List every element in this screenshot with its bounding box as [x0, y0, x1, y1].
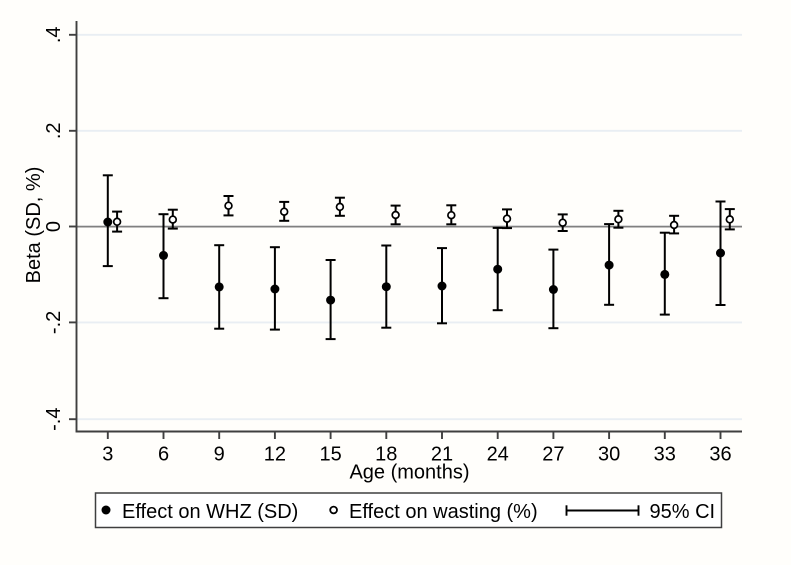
svg-text:-.4: -.4: [43, 408, 65, 431]
svg-text:Age (months): Age (months): [349, 462, 469, 484]
svg-text:21: 21: [431, 444, 453, 466]
svg-text:6: 6: [158, 444, 169, 466]
svg-text:.4: .4: [43, 26, 65, 43]
svg-text:30: 30: [598, 444, 620, 466]
svg-text:36: 36: [709, 444, 731, 466]
svg-text:Effect on wasting (%): Effect on wasting (%): [349, 501, 538, 523]
svg-text:12: 12: [264, 444, 286, 466]
svg-text:Beta (SD, %): Beta (SD, %): [23, 167, 45, 284]
svg-text:33: 33: [654, 444, 676, 466]
svg-text:18: 18: [375, 444, 397, 466]
svg-text:3: 3: [102, 444, 113, 466]
svg-text:.2: .2: [43, 122, 65, 139]
svg-text:15: 15: [319, 444, 341, 466]
svg-text:27: 27: [542, 444, 564, 466]
svg-text:-.2: -.2: [43, 311, 65, 334]
svg-text:0: 0: [43, 221, 65, 232]
svg-text:95% CI: 95% CI: [650, 501, 716, 523]
svg-text:24: 24: [487, 444, 509, 466]
svg-text:Effect on WHZ (SD): Effect on WHZ (SD): [122, 501, 298, 523]
svg-text:9: 9: [214, 444, 225, 466]
